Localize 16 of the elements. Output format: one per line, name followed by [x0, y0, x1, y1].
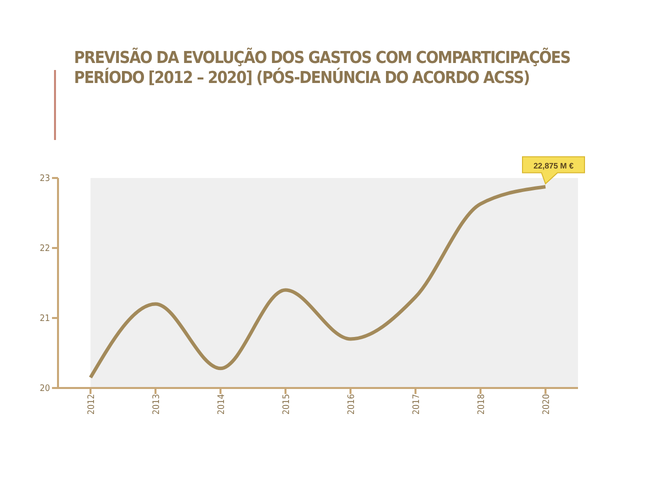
y-tick-label: 23: [40, 174, 50, 184]
line-series: [88, 185, 548, 380]
x-tick-label: 2018: [476, 394, 487, 415]
chart-title: PREVISÃO DA EVOLUÇÃO DOS GASTOS COM COMPARTICIPAÇÕES: [74, 48, 570, 68]
y-tick-label: 22: [40, 244, 50, 254]
x-tick-label: 2014: [216, 394, 227, 415]
y-tick-label: 20: [40, 384, 50, 394]
chart-subtitle: PERÍODO [2012 – 2020] (PÓS-DENÚNCIA DO ACORDO ACSS): [74, 68, 530, 88]
x-tick-label: 2016: [346, 394, 357, 415]
y-tick-label: 21: [40, 314, 50, 324]
annotation: 22,875 M €: [533, 161, 574, 170]
x-tick-label: 2017: [412, 394, 422, 415]
x-tick-label: 2013: [152, 394, 162, 415]
x-tick-label: 2012: [86, 394, 97, 415]
x-tick-label: 2015: [282, 394, 292, 415]
x-tick-label: 2020: [542, 394, 552, 415]
